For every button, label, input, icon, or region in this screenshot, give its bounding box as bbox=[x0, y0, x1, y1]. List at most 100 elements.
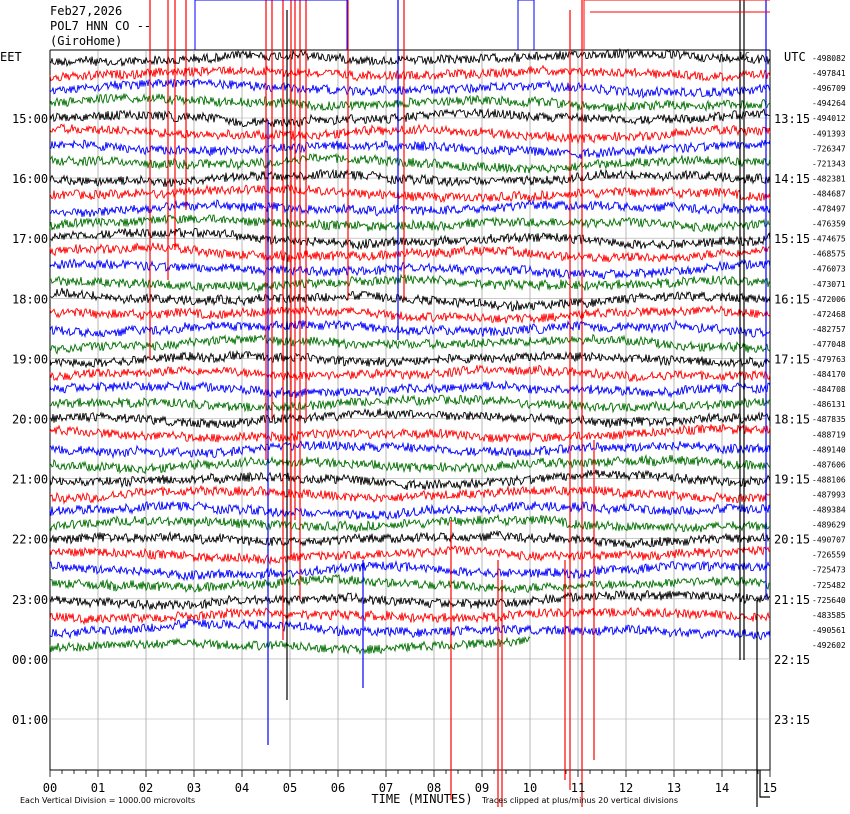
left-timezone-label: EET bbox=[0, 50, 22, 64]
x-tick-label: 15 bbox=[763, 781, 777, 795]
trace-row bbox=[49, 618, 771, 641]
trace-row bbox=[49, 440, 771, 459]
right-hour-label: 22:15 bbox=[774, 653, 810, 667]
right-hour-label: 18:15 bbox=[774, 413, 810, 427]
x-axis-label: TIME (MINUTES) bbox=[371, 792, 472, 806]
row-offset-label: -492602 bbox=[812, 641, 846, 650]
x-tick-label: 12 bbox=[619, 781, 633, 795]
right-hour-label: 15:15 bbox=[774, 232, 810, 246]
trace-row bbox=[49, 123, 771, 145]
row-offset-label: -478497 bbox=[812, 205, 846, 214]
row-offset-label: -725482 bbox=[812, 581, 846, 590]
row-offset-label: -482757 bbox=[812, 325, 846, 334]
right-hour-label: 21:15 bbox=[774, 593, 810, 607]
trace-row bbox=[49, 349, 771, 369]
row-offset-label: -497841 bbox=[812, 69, 846, 78]
left-hour-label: 22:00 bbox=[12, 533, 48, 547]
x-tick-label: 14 bbox=[715, 781, 729, 795]
row-offset-label: -483585 bbox=[812, 611, 846, 620]
corner-mark: UC bbox=[740, 51, 750, 60]
row-offset-label: -484687 bbox=[812, 189, 846, 198]
trace-row bbox=[49, 273, 771, 294]
trace-row bbox=[49, 453, 771, 475]
x-tick-label: 00 bbox=[43, 781, 57, 795]
clipped-box bbox=[583, 0, 770, 50]
left-hour-label: 01:00 bbox=[12, 713, 48, 727]
left-hour-label: 23:00 bbox=[12, 593, 48, 607]
left-hour-label: 19:00 bbox=[12, 352, 48, 366]
row-offset-label: -487835 bbox=[812, 415, 846, 424]
left-hour-label: 21:00 bbox=[12, 473, 48, 487]
trace-row bbox=[49, 423, 771, 444]
row-offset-label: -725640 bbox=[812, 596, 846, 605]
x-tick-label: 05 bbox=[283, 781, 297, 795]
trace-row bbox=[49, 559, 771, 582]
right-hour-label: 23:15 bbox=[774, 713, 810, 727]
trace-row bbox=[49, 364, 771, 383]
trace-row bbox=[49, 573, 771, 594]
row-offset-label: -721343 bbox=[812, 159, 846, 168]
row-offset-label: -484708 bbox=[812, 385, 846, 394]
clipped-box bbox=[517, 0, 535, 50]
row-offset-label: -490561 bbox=[812, 626, 846, 635]
trace-row bbox=[49, 513, 771, 533]
row-offset-label: -487606 bbox=[812, 460, 846, 469]
trace-row bbox=[49, 379, 771, 399]
x-tick-label: 06 bbox=[331, 781, 345, 795]
header-network: (GiroHome) bbox=[50, 34, 123, 48]
row-offset-label: -489629 bbox=[812, 521, 846, 530]
row-offset-label: -494012 bbox=[812, 114, 846, 123]
row-offset-label: -488719 bbox=[812, 430, 846, 439]
left-hour-label: 15:00 bbox=[12, 112, 48, 126]
clipped-box bbox=[759, 770, 770, 798]
trace-row bbox=[49, 199, 771, 218]
trace-row bbox=[49, 152, 771, 174]
right-hour-label: 17:15 bbox=[774, 352, 810, 366]
x-tick-label: 01 bbox=[91, 781, 105, 795]
x-tick-label: 11 bbox=[571, 781, 585, 795]
row-offset-label: -491393 bbox=[812, 129, 846, 138]
trace-row bbox=[49, 636, 531, 655]
right-hour-label: 13:15 bbox=[774, 112, 810, 126]
row-offset-label: -726559 bbox=[812, 551, 846, 560]
trace-row bbox=[49, 168, 771, 188]
trace-row bbox=[49, 469, 771, 491]
left-hour-label: 18:00 bbox=[12, 292, 48, 306]
row-offset-label: -487993 bbox=[812, 490, 846, 499]
row-offset-label: -472468 bbox=[812, 310, 846, 319]
x-tick-label: 08 bbox=[427, 781, 441, 795]
x-tick-label: 07 bbox=[379, 781, 393, 795]
row-offset-label: -479763 bbox=[812, 355, 846, 364]
left-hour-label: 17:00 bbox=[12, 232, 48, 246]
trace-row bbox=[49, 500, 771, 521]
row-offset-label: -490707 bbox=[812, 536, 846, 545]
row-offset-label: -476073 bbox=[812, 265, 846, 274]
trace-row bbox=[49, 64, 771, 83]
row-offset-label: -498082 bbox=[812, 54, 846, 63]
x-tick-label: 10 bbox=[523, 781, 537, 795]
row-offset-label: -476359 bbox=[812, 220, 846, 229]
row-offset-label: -726347 bbox=[812, 144, 846, 153]
row-offset-label: -488106 bbox=[812, 475, 846, 484]
footer-scale-note: Each Vertical Division = 1000.00 microvo… bbox=[20, 796, 195, 805]
trace-row bbox=[49, 213, 771, 233]
right-hour-label: 16:15 bbox=[774, 292, 810, 306]
right-timezone-label: UTC bbox=[784, 50, 806, 64]
trace-row bbox=[49, 183, 771, 204]
x-tick-label: 13 bbox=[667, 781, 681, 795]
row-offset-label: -473071 bbox=[812, 280, 846, 289]
trace-row bbox=[49, 139, 771, 159]
trace-row bbox=[49, 529, 771, 549]
trace-row bbox=[49, 107, 770, 130]
row-offset-label: -468575 bbox=[812, 250, 846, 259]
trace-row bbox=[49, 93, 771, 113]
trace-row bbox=[49, 394, 771, 414]
trace-row bbox=[49, 589, 771, 611]
right-hour-label: 14:15 bbox=[774, 172, 810, 186]
row-offset-label: -472006 bbox=[812, 295, 846, 304]
trace-row bbox=[49, 227, 771, 251]
trace-row bbox=[49, 242, 771, 263]
row-offset-label: -496709 bbox=[812, 84, 846, 93]
row-offset-label: -725473 bbox=[812, 566, 846, 575]
